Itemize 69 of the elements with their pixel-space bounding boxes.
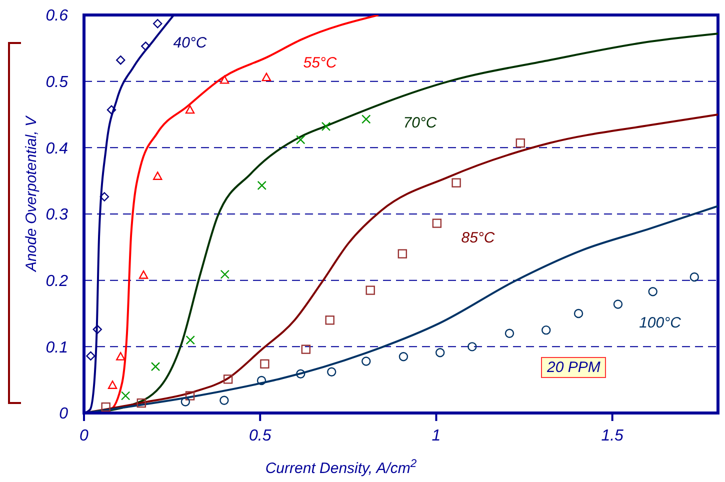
point (504, 328, 514, 338)
point (398, 249, 408, 258)
y-axis-title: Anode Overpotential, V (23, 114, 40, 273)
annotation: 55°C (303, 54, 337, 72)
point (542, 325, 551, 335)
point (136, 398, 146, 408)
y-tick-label: 0 (59, 406, 68, 423)
point (141, 42, 150, 51)
point (296, 135, 306, 144)
point (301, 344, 310, 354)
point (260, 359, 270, 369)
point (180, 397, 190, 406)
point (362, 114, 371, 124)
point (648, 287, 658, 296)
point (435, 348, 445, 358)
y-tick-label: 0.3 (46, 206, 68, 224)
point (321, 122, 331, 132)
point (327, 367, 336, 376)
point (185, 391, 195, 400)
point (153, 172, 162, 180)
point (116, 56, 126, 65)
point (366, 286, 375, 295)
annotation: 40°C (173, 34, 207, 52)
point (468, 342, 477, 352)
point (220, 396, 229, 405)
y-tick-label: 0.2 (46, 273, 68, 290)
point (100, 192, 110, 202)
point (220, 75, 230, 84)
point (262, 72, 272, 82)
point (452, 178, 461, 188)
point (223, 374, 233, 384)
point (220, 270, 230, 279)
x-axis-title: Current Density, A/cm$^{2}$ (265, 458, 418, 477)
point (574, 308, 584, 318)
point (325, 316, 334, 325)
annotation: 70°C (403, 114, 437, 132)
point (186, 335, 195, 345)
point (256, 376, 266, 386)
line-series (84, 15, 175, 413)
y-tick-label: 0.5 (46, 74, 68, 92)
point (153, 19, 162, 28)
point (106, 105, 116, 114)
point (613, 300, 623, 309)
point (185, 105, 195, 114)
x-tick-label: 0 (80, 427, 89, 444)
point (690, 272, 699, 282)
point (150, 362, 160, 372)
point (257, 180, 266, 190)
point (362, 356, 371, 366)
point (120, 391, 130, 400)
point (398, 352, 408, 362)
y-tick-label: 0.4 (46, 140, 68, 158)
point (86, 351, 96, 361)
y-tick-label: 0.6 (46, 8, 68, 25)
point (516, 138, 526, 148)
point (108, 380, 118, 389)
point (116, 352, 126, 360)
x-tick-label: 1.5 (601, 427, 624, 444)
point (92, 324, 102, 334)
y-tick-label: 0.1 (46, 339, 68, 356)
annotation: 85°C (461, 229, 495, 246)
x-tick-label: 1 (432, 427, 441, 444)
point (101, 402, 110, 412)
x-tick-label: 0.5 (248, 427, 272, 444)
point (138, 270, 148, 279)
annotation: 100°C (639, 314, 682, 332)
point (432, 218, 442, 228)
annotation: 20 PPM (541, 357, 606, 378)
point (296, 369, 306, 378)
